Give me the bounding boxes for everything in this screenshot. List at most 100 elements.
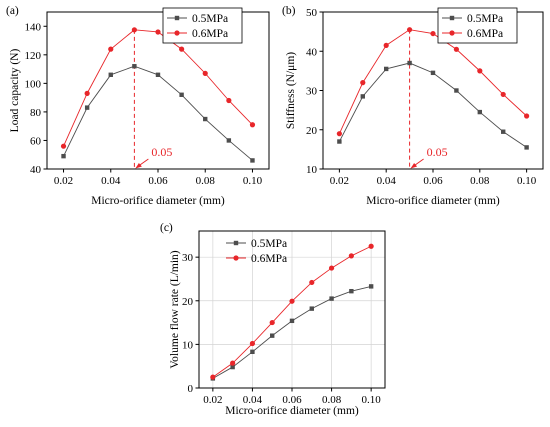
x-tick-label: 0.10 [362, 394, 382, 406]
y-tick-label: 20 [306, 125, 318, 137]
data-point-0.5MPa [226, 138, 232, 143]
data-point-0.6MPa [360, 80, 366, 86]
data-point-0.5MPa [155, 72, 161, 77]
data-point-0.6MPa [155, 29, 161, 35]
data-point-0.5MPa [289, 318, 295, 324]
x-tick-label: 0.06 [148, 175, 168, 187]
data-point-0.5MPa [383, 66, 389, 72]
data-point-0.6MPa [500, 91, 506, 98]
legend-marker-0.5MPa [449, 15, 455, 21]
data-point-0.5MPa [524, 145, 529, 150]
data-point-0.5MPa [501, 129, 506, 134]
annotation-arrow-head [135, 163, 142, 169]
chart-panel-3: (c) 0.02 0.04 0.06 0.08 0.10 0 10 20 30 Micro-orif… [160, 222, 386, 417]
data-point-0.6MPa [269, 319, 275, 326]
x-axis-label: Micro-orifice diameter (mm) [366, 195, 500, 207]
data-point-0.6MPa [249, 340, 256, 347]
x-tick-label: 0.02 [330, 175, 349, 187]
data-point-0.5MPa [477, 109, 483, 115]
data-point-0.5MPa [368, 284, 374, 289]
chart-panel-2: (b) 0.02 0.04 0.06 0.08 0.10 10 20 30 40 50 Micro-o… [282, 5, 544, 207]
x-tick-label: 0.02 [54, 175, 73, 187]
x-axis-label: Micro-orifice diameter (mm) [91, 195, 225, 207]
legend-label: 0.5MPa [467, 13, 503, 25]
data-point-0.6MPa [202, 70, 208, 76]
data-point-0.5MPa [61, 153, 66, 159]
data-point-0.6MPa [309, 279, 315, 286]
y-tick-label: 140 [25, 21, 42, 33]
data-point-0.5MPa [329, 296, 334, 301]
data-point-0.6MPa [430, 30, 436, 37]
data-point-0.6MPa [368, 243, 374, 249]
y-axis-label: Load capacity (N) [9, 49, 21, 133]
data-point-0.5MPa [337, 139, 342, 144]
data-point-0.5MPa [309, 306, 314, 311]
data-point-0.6MPa [84, 90, 90, 96]
data-point-0.5MPa [360, 94, 365, 99]
x-tick-label: 0.06 [282, 394, 302, 406]
panel-label: (b) [282, 5, 296, 17]
data-point-0.5MPa [454, 88, 459, 93]
data-point-0.6MPa [524, 113, 530, 119]
data-point-0.6MPa [210, 374, 216, 380]
data-point-0.5MPa [430, 70, 436, 76]
x-tick-label: 0.08 [322, 394, 342, 406]
data-point-0.6MPa [406, 27, 413, 33]
x-tick-label: 0.04 [377, 175, 397, 187]
panel-label: (c) [160, 222, 173, 234]
x-tick-label: 0.10 [517, 175, 537, 187]
y-tick-label: 30 [182, 252, 194, 264]
y-tick-label: 40 [306, 46, 318, 58]
y-axis-label: Stiffness (N/μm) [285, 52, 297, 129]
annotation-label: 0.05 [427, 145, 448, 159]
data-point-0.5MPa [84, 105, 90, 110]
y-tick-label: 120 [25, 50, 42, 62]
data-point-0.6MPa [249, 122, 256, 128]
legend-marker-0.5MPa [233, 240, 239, 246]
chart-panel-1: (a) 0.02 0.04 0.06 0.08 0.10 40 60 80 100 120 140 Mi… [6, 5, 270, 207]
x-tick-label: 0.02 [203, 394, 222, 406]
y-tick-label: 80 [30, 107, 42, 119]
x-tick-label: 0.10 [243, 175, 263, 187]
annotation-arrow-head [410, 163, 418, 169]
data-point-0.5MPa [270, 333, 275, 338]
data-point-0.5MPa [250, 158, 255, 163]
data-point-0.6MPa [226, 97, 232, 104]
data-point-0.6MPa [348, 253, 354, 259]
data-point-0.5MPa [203, 116, 208, 122]
annotation-label: 0.05 [151, 145, 172, 159]
data-point-0.6MPa [328, 265, 335, 271]
legend-label: 0.6MPa [251, 253, 287, 265]
data-point-0.6MPa [60, 143, 67, 149]
legend-label: 0.5MPa [192, 13, 228, 25]
series-line-0.6MPa [338, 29, 527, 134]
y-tick-label: 0 [188, 383, 194, 395]
legend-box [162, 7, 243, 44]
data-point-0.5MPa [108, 72, 113, 77]
data-point-0.6MPa [336, 131, 342, 137]
data-point-0.5MPa [407, 60, 412, 66]
data-point-0.6MPa [108, 46, 114, 52]
y-tick-label: 30 [306, 86, 318, 98]
series-line-0.6MPa [63, 29, 253, 147]
legend-marker-0.6MPa [174, 30, 180, 36]
panel-label: (a) [6, 5, 19, 17]
data-point-0.6MPa [179, 46, 185, 52]
legend-marker-0.6MPa [233, 255, 239, 261]
x-tick-label: 0.04 [243, 394, 263, 406]
data-point-0.6MPa [230, 360, 236, 366]
data-point-0.5MPa [230, 364, 235, 370]
x-tick-label: 0.04 [101, 175, 121, 187]
legend-marker-0.6MPa [449, 30, 455, 36]
data-point-0.5MPa [179, 92, 184, 97]
legend-marker-0.5MPa [174, 15, 180, 21]
legend-label: 0.6MPa [192, 28, 228, 40]
y-tick-label: 50 [306, 7, 318, 19]
x-axis-label: Micro-orifice diameter (mm) [225, 405, 359, 417]
y-tick-label: 60 [30, 135, 42, 147]
y-tick-label: 20 [182, 296, 194, 308]
y-tick-label: 40 [30, 164, 42, 176]
data-point-0.5MPa [132, 64, 137, 69]
legend-label: 0.5MPa [251, 238, 287, 250]
